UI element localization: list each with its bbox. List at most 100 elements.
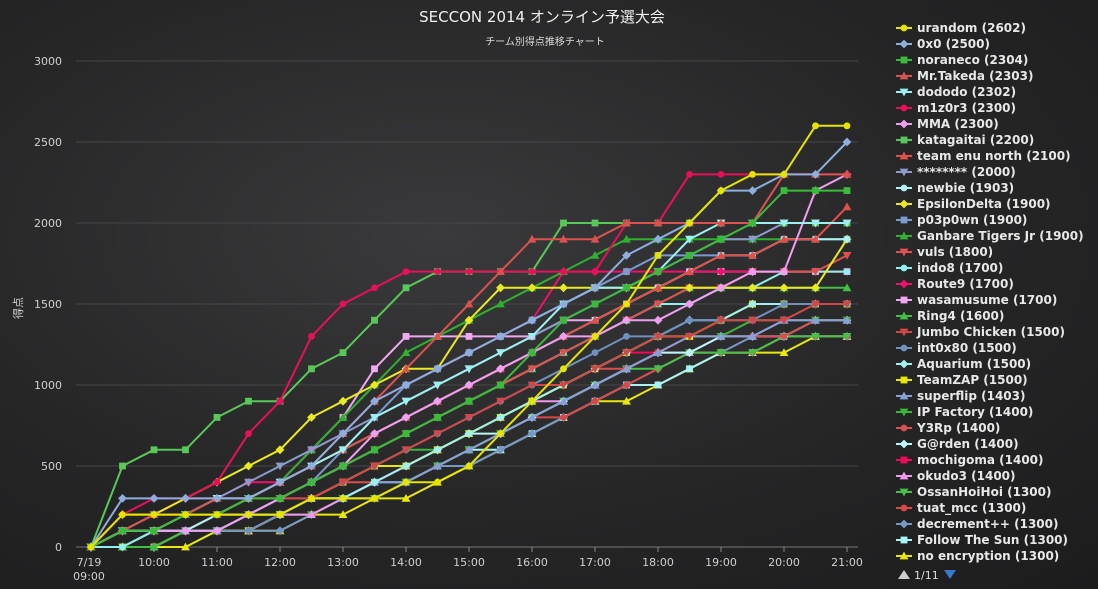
series-line	[90, 173, 847, 548]
legend-next-icon[interactable]	[944, 570, 956, 579]
y-tick-label: 2500	[34, 136, 62, 149]
legend-item[interactable]: p03p0wn (1900)	[896, 213, 1027, 227]
data-point	[212, 526, 222, 536]
legend-item[interactable]: Follow The Sun (1300)	[896, 533, 1068, 547]
legend-marker	[899, 39, 909, 49]
legend-item[interactable]: vuls (1800)	[896, 245, 993, 259]
legend-item[interactable]: noraneco (2304)	[896, 53, 1028, 67]
series-group	[87, 235, 851, 551]
data-point	[590, 283, 600, 293]
legend-item[interactable]: urandom (2602)	[896, 21, 1026, 35]
data-point	[370, 380, 379, 390]
legend-marker	[899, 311, 909, 320]
legend-item[interactable]: indo8 (1700)	[896, 261, 1003, 275]
legend-item[interactable]: mochigoma (1400)	[896, 453, 1044, 467]
data-point	[496, 413, 505, 422]
data-point	[308, 365, 315, 373]
legend-marker	[900, 536, 908, 544]
legend-item[interactable]: no encryption (1300)	[896, 549, 1059, 563]
series-group	[87, 268, 851, 551]
legend-marker	[900, 264, 908, 272]
x-tick-label: 12:00	[264, 556, 296, 569]
legend-item[interactable]: okudo3 (1400)	[896, 469, 1016, 483]
legend-label: MMA (2300)	[917, 117, 999, 131]
legend-item[interactable]: Ganbare Tigers Jr (1900)	[896, 229, 1084, 243]
data-point	[527, 333, 537, 341]
data-point	[653, 218, 663, 227]
data-point	[779, 348, 789, 356]
legend-item[interactable]: IP Factory (1400)	[896, 405, 1033, 419]
data-point	[497, 430, 504, 437]
data-point	[338, 396, 348, 406]
legend-item[interactable]: Route9 (1700)	[896, 277, 1014, 291]
legend-marker	[900, 24, 908, 32]
legend-marker	[899, 119, 909, 129]
data-point	[623, 268, 630, 275]
legend-marker	[900, 344, 908, 352]
data-point	[591, 300, 599, 308]
legend-marker	[899, 248, 909, 257]
legend-item[interactable]: m1z0r3 (2300)	[896, 101, 1016, 115]
legend-item[interactable]: decrement++ (1300)	[896, 517, 1058, 531]
x-tick-label: 10:00	[138, 556, 170, 569]
data-point	[779, 283, 789, 293]
legend-item[interactable]: dododo (2302)	[896, 85, 1016, 99]
data-point	[622, 234, 631, 243]
data-point	[401, 494, 411, 502]
legend-item[interactable]: newbie (1903)	[896, 181, 1014, 195]
data-point	[496, 364, 505, 374]
legend-item[interactable]: 0x0 (2500)	[896, 37, 990, 51]
data-point	[496, 397, 505, 406]
legend-label: tuat_mcc (1300)	[917, 501, 1026, 516]
data-point	[842, 283, 852, 292]
data-point	[716, 251, 726, 259]
legend-item[interactable]: EpsilonDelta (1900)	[896, 197, 1051, 211]
legend-marker	[900, 376, 908, 384]
legend-label: urandom (2602)	[917, 21, 1026, 35]
legend-item[interactable]: MMA (2300)	[896, 117, 999, 131]
legend-item[interactable]: wasamusume (1700)	[896, 293, 1057, 307]
legend-item[interactable]: Aquarium (1500)	[896, 357, 1031, 371]
legend-marker	[900, 184, 908, 192]
legend-item[interactable]: katagaitai (2200)	[896, 133, 1034, 147]
data-point	[464, 429, 474, 438]
data-point	[244, 461, 253, 471]
chart-subtitle: チーム別得点推移チャート	[485, 35, 605, 48]
data-point	[716, 316, 726, 325]
data-point	[338, 478, 348, 487]
data-point	[590, 315, 600, 324]
legend-item[interactable]: Y3Rp (1400)	[896, 421, 1000, 435]
legend-label: p03p0wn (1900)	[917, 213, 1027, 227]
legend-label: katagaitai (2200)	[917, 133, 1034, 147]
data-point	[465, 397, 473, 405]
legend-item[interactable]: team enu north (2100)	[896, 149, 1071, 163]
legend-item[interactable]: int0x80 (1500)	[896, 341, 1017, 355]
legend-item[interactable]: superflip (1403)	[896, 389, 1025, 403]
legend-item[interactable]: Ring4 (1600)	[896, 309, 1004, 323]
data-point	[213, 414, 221, 421]
legend-item[interactable]: Jumbo Chicken (1500)	[896, 325, 1065, 339]
legend-item[interactable]: OssanHoiHoi (1300)	[896, 485, 1051, 499]
legend-item[interactable]: Mr.Takeda (2303)	[896, 69, 1033, 83]
data-point	[590, 365, 600, 374]
data-point	[181, 494, 190, 503]
legend-prev-icon[interactable]	[898, 570, 910, 579]
data-point	[370, 429, 379, 438]
legend-item[interactable]: ******** (2000)	[896, 165, 1016, 179]
data-point	[843, 235, 851, 243]
series-line	[90, 303, 847, 548]
data-point	[527, 413, 537, 421]
data-point	[276, 495, 284, 502]
x-tick-label: 18:00	[642, 556, 674, 569]
legend-label: Y3Rp (1400)	[916, 421, 1000, 435]
data-point	[560, 365, 567, 373]
legend-item[interactable]: TeamZAP (1500)	[896, 373, 1028, 387]
data-point	[842, 252, 852, 260]
series-line	[90, 206, 848, 548]
legend-label: noraneco (2304)	[917, 53, 1028, 67]
data-point	[780, 333, 788, 340]
legend-item[interactable]: tuat_mcc (1300)	[896, 501, 1026, 516]
series-line	[90, 141, 848, 548]
data-point	[464, 348, 474, 357]
legend-item[interactable]: G@rden (1400)	[896, 437, 1019, 451]
